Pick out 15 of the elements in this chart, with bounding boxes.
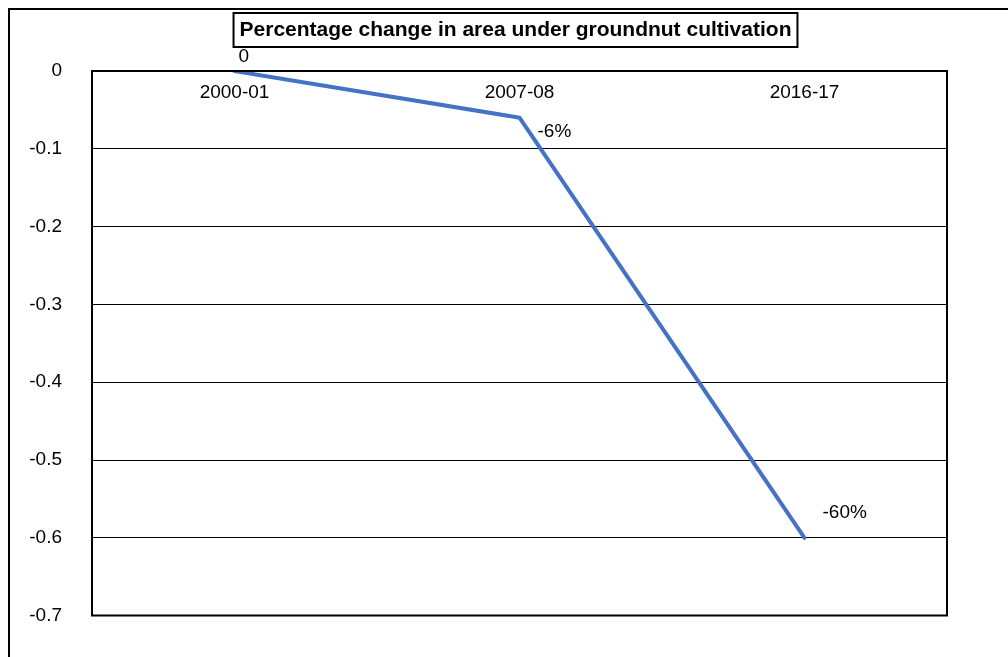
y-tick-label: -0.4 xyxy=(29,370,63,392)
chart-title: Percentage change in area under groundnut cultivation xyxy=(239,16,792,40)
x-tick-label: 2016-17 xyxy=(769,80,840,102)
x-tick-label: 2007-08 xyxy=(484,80,555,102)
y-tick-label: -0.7 xyxy=(29,603,62,625)
y-tick-label: -0.5 xyxy=(29,448,62,470)
y-tick-label: -0.2 xyxy=(29,214,62,236)
data-label: 0 xyxy=(238,45,250,67)
data-label: -6% xyxy=(537,119,572,141)
y-tick-label: -0.3 xyxy=(29,292,62,314)
data-label: -60% xyxy=(822,501,867,523)
y-tick-label: 0 xyxy=(51,59,62,81)
y-tick-label: -0.1 xyxy=(29,137,62,159)
x-tick-label: 2000-01 xyxy=(199,80,270,102)
y-tick-label: -0.6 xyxy=(29,526,62,548)
